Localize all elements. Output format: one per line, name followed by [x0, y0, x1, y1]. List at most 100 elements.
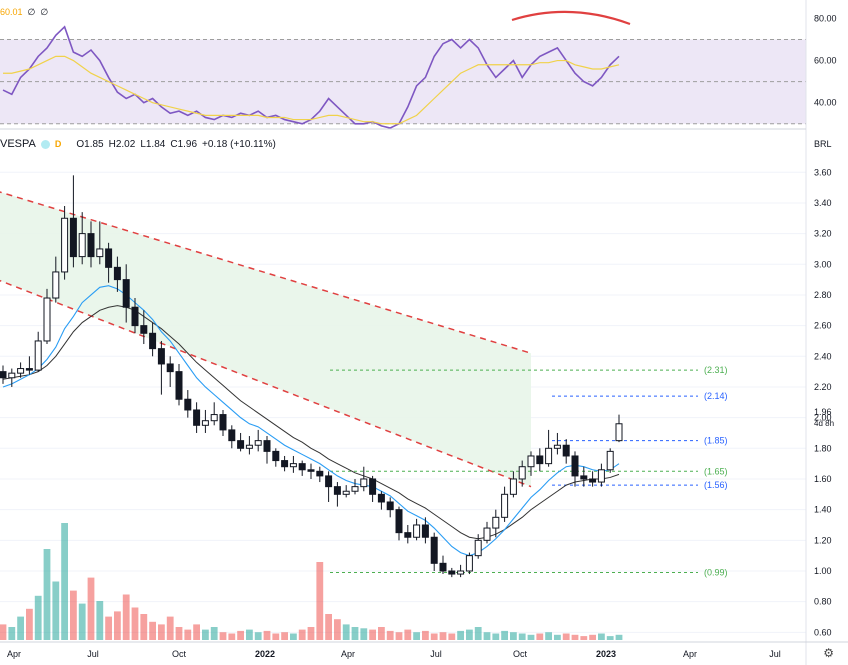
volume-bars — [0, 523, 623, 640]
volume-bar — [17, 616, 24, 640]
candle-body — [386, 501, 394, 511]
candle-body — [113, 266, 121, 281]
channel-fill — [0, 192, 531, 487]
volume-bar — [263, 630, 271, 640]
volume-bar — [483, 632, 491, 640]
rsi-value: 60.01 — [0, 7, 23, 17]
volume-bar — [290, 633, 297, 640]
candle-body — [219, 414, 227, 431]
candle-body — [78, 233, 86, 258]
level-label: (2.31) — [704, 365, 728, 375]
candle-body — [34, 340, 42, 371]
candle-body — [589, 478, 597, 483]
volume-bar — [96, 601, 104, 640]
price-tick-label: 2.80 — [814, 290, 832, 300]
volume-bar — [131, 607, 139, 640]
volume-bar — [325, 614, 332, 640]
volume-bar — [369, 629, 376, 640]
candle-body — [184, 398, 192, 411]
price-tick-label: 3.60 — [814, 167, 832, 177]
candle-body — [606, 450, 614, 471]
volume-bar — [122, 594, 130, 640]
candle-body — [157, 348, 165, 365]
volume-bar — [175, 627, 183, 640]
ticker-symbol[interactable]: VESPA — [0, 138, 36, 150]
candle-body — [96, 248, 104, 258]
volume-bar — [228, 633, 236, 640]
volume-bar — [571, 634, 579, 640]
volume-bar — [466, 629, 473, 640]
candle-body — [536, 455, 544, 465]
candle-body — [501, 493, 509, 518]
candle-body — [43, 297, 51, 342]
volume-bar — [430, 633, 438, 640]
volume-bar — [114, 611, 121, 640]
descending-channel — [0, 191, 532, 488]
level-label: (0.99) — [704, 568, 728, 578]
volume-bar — [589, 634, 596, 640]
candle-body — [25, 368, 33, 371]
change-value: +0.18 (+10.11%) — [202, 138, 276, 150]
exchange-badge: D — [54, 139, 62, 149]
candle-body — [439, 562, 447, 572]
level-label: (1.56) — [704, 480, 728, 490]
volume-bar — [474, 627, 482, 640]
price-tick-label: 0.60 — [814, 627, 832, 637]
volume-bar — [545, 632, 552, 640]
time-tick-label: Jul — [430, 649, 442, 659]
candles — [0, 175, 623, 578]
gear-icon[interactable]: ⚙ — [823, 646, 834, 660]
candle-body — [545, 447, 553, 465]
time-tick-label: Apr — [7, 649, 21, 659]
candle-body — [474, 539, 482, 557]
volume-bar — [518, 633, 526, 640]
candle-body — [228, 429, 236, 442]
price-tick-label: 3.20 — [814, 229, 832, 239]
rsi-pane: 80.00 60.00 40.00 — [0, 13, 837, 129]
volume-bar — [378, 627, 385, 640]
volume-bar — [457, 630, 464, 640]
candle-body — [289, 463, 297, 468]
time-tick-label: Jul — [87, 649, 99, 659]
rsi-tick-label: 80.00 — [814, 13, 837, 23]
ema-fast-line — [2, 285, 620, 557]
countdown-label: 4d 8h — [814, 419, 834, 428]
candle-body — [430, 536, 438, 564]
volume-bar — [237, 630, 244, 640]
volume-bar — [254, 632, 262, 640]
rsi-ma-line — [3, 55, 620, 125]
candle-body — [175, 371, 183, 400]
last-price-label: 1.96 — [814, 407, 832, 417]
candle-body — [571, 455, 579, 477]
candle-body — [193, 409, 201, 426]
volume-bar — [598, 633, 605, 640]
candle-body — [149, 332, 157, 350]
candle-body — [457, 570, 465, 575]
candle-body — [263, 440, 271, 452]
candle-body — [166, 363, 174, 373]
volume-bar — [386, 630, 394, 640]
rsi-legend: 60.01 ∅ ∅ — [0, 7, 48, 18]
candle-body — [8, 372, 16, 379]
volume-bar — [246, 629, 253, 640]
volume-bar — [166, 616, 174, 640]
ohlc-legend: VESPA D O1.85 H2.02 L1.84 C1.96 +0.18 (+… — [0, 138, 276, 150]
rsi-tick-label: 40.00 — [814, 98, 837, 108]
level-label: (2.14) — [704, 391, 728, 401]
candle-body — [69, 217, 77, 258]
market-status-icon — [40, 139, 50, 149]
volume-bar — [492, 633, 500, 640]
candle-body — [237, 440, 245, 449]
volume-bar — [615, 634, 623, 640]
volume-bar — [26, 608, 33, 640]
candle-body — [369, 478, 377, 495]
volume-bar — [351, 627, 359, 640]
volume-bar — [193, 624, 200, 640]
price-tick-label: 1.80 — [814, 443, 832, 453]
candle-body — [61, 217, 69, 273]
candle-body — [272, 450, 280, 462]
candle-body — [298, 463, 306, 471]
level-label: (1.65) — [704, 466, 728, 476]
volume-bar — [360, 628, 368, 640]
